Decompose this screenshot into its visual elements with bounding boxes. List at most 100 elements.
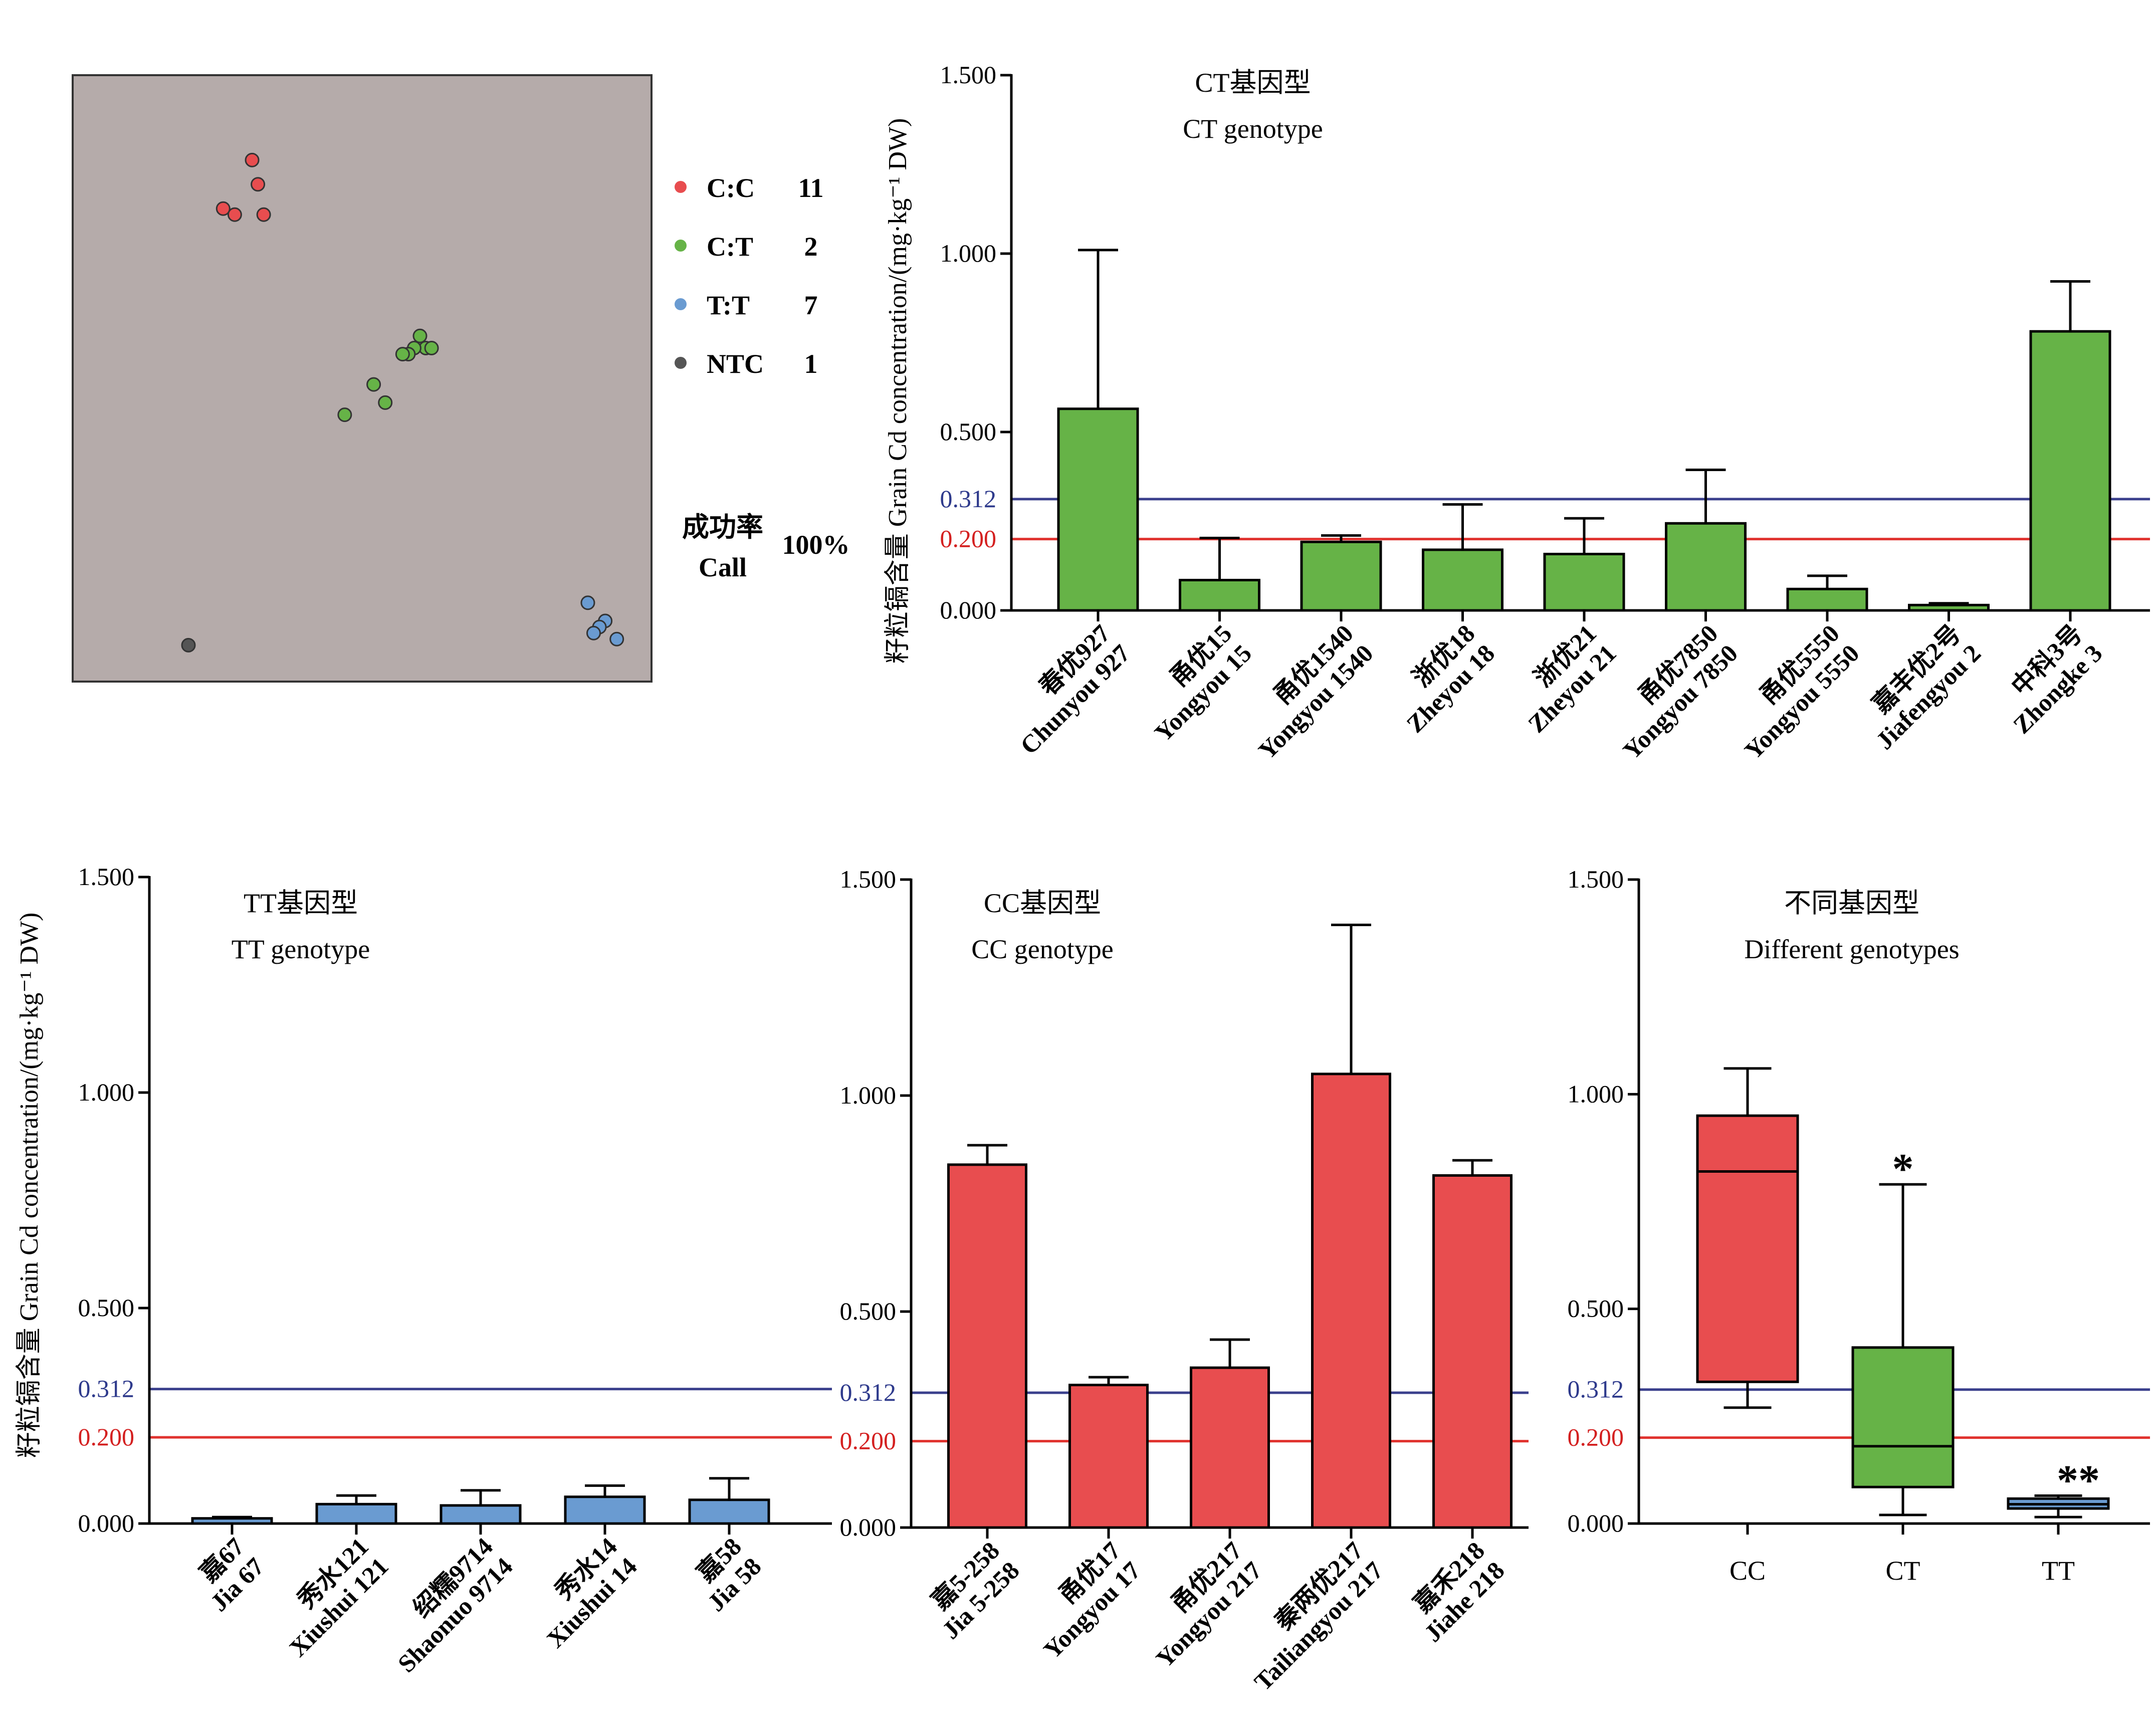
x-label-2: TT xyxy=(2042,1556,2075,1586)
y-tick-label-0: 0.000 xyxy=(78,1509,135,1537)
bar-7 xyxy=(1908,603,1990,612)
y-tick-label-2: 0.312 xyxy=(940,485,997,513)
panel-title: TT基因型 xyxy=(244,888,358,918)
y-tick-label-1: 0.200 xyxy=(940,525,997,553)
bar-0 xyxy=(191,1517,273,1525)
bar-1 xyxy=(315,1502,397,1525)
scatter-point-cc-3 xyxy=(227,207,242,222)
bar-2 xyxy=(1300,540,1382,612)
legend-count-1: 2 xyxy=(804,232,818,262)
legend-marker-0 xyxy=(675,181,687,193)
scatter-point-tt-0 xyxy=(580,595,595,610)
scatter-point-ct-0 xyxy=(412,328,427,343)
y-tick-label-0: 0.000 xyxy=(940,596,997,624)
y-axis-label-top: 籽粒镉含量 Grain Cd concentration/(mg·kg⁻¹ DW… xyxy=(884,118,912,664)
panel-title: CC基因型 xyxy=(984,888,1101,918)
panel-title: CT基因型 xyxy=(1195,68,1311,98)
legend-label-0: C:C xyxy=(707,173,755,203)
call-value: 100% xyxy=(782,530,850,560)
bar-4 xyxy=(1432,1174,1513,1529)
scatter-point-tt-4 xyxy=(609,631,624,646)
y-tick-label-0: 0.000 xyxy=(1568,1509,1624,1537)
y-tick-label-3: 0.500 xyxy=(840,1297,897,1325)
scatter-points xyxy=(181,152,624,653)
scatter-point-cc-2 xyxy=(215,201,231,216)
scatter-legend: C:C 11 C:T 2 T:T 7 NTC 1 xyxy=(675,173,824,379)
y-tick-label-4: 1.000 xyxy=(840,1081,897,1109)
y-tick-label-3: 0.500 xyxy=(940,417,997,446)
call-label-cn: 成功率 xyxy=(682,512,763,542)
y-tick-label-2: 0.312 xyxy=(840,1378,897,1406)
scatter-point-cc-4 xyxy=(256,207,271,222)
y-tick-label-1: 0.200 xyxy=(1568,1423,1624,1451)
y-tick-label-5: 1.500 xyxy=(940,61,997,89)
y-tick-label-3: 0.500 xyxy=(78,1294,135,1322)
panel-title: 不同基因型 xyxy=(1784,888,1919,918)
scatter-point-ct-7 xyxy=(378,395,393,410)
scatter-point-ct-5 xyxy=(395,347,410,362)
bar-3 xyxy=(1422,548,1503,612)
legend-marker-1 xyxy=(675,240,687,252)
bar-3 xyxy=(564,1495,646,1525)
y-tick-label-1: 0.200 xyxy=(78,1423,135,1451)
legend-count-0: 11 xyxy=(798,173,823,203)
y-tick-label-3: 0.500 xyxy=(1568,1295,1624,1323)
y-tick-label-5: 1.500 xyxy=(1568,865,1624,893)
y-axis-label-bottom: 籽粒镉含量 Grain Cd concentration/(mg·kg⁻¹ DW… xyxy=(15,913,44,1458)
legend-count-3: 1 xyxy=(804,349,818,379)
bar-4 xyxy=(688,1498,770,1525)
x-label-0: CC xyxy=(1730,1556,1766,1586)
y-tick-label-5: 1.500 xyxy=(78,863,135,891)
box-1 xyxy=(1851,1346,1955,1488)
bar-2 xyxy=(440,1504,522,1525)
significance-mark-2: ** xyxy=(2057,1456,2100,1504)
y-tick-label-4: 1.000 xyxy=(940,239,997,267)
call-label-en: Call xyxy=(699,552,747,582)
scatter-point-ct-6 xyxy=(366,377,381,392)
y-tick-label-4: 1.000 xyxy=(1568,1080,1624,1108)
x-label-1: CT xyxy=(1885,1556,1920,1586)
bar-0 xyxy=(1057,407,1139,612)
bar-1 xyxy=(1068,1384,1149,1529)
y-tick-label-2: 0.312 xyxy=(78,1375,135,1403)
y-tick-label-2: 0.312 xyxy=(1568,1375,1624,1403)
legend-label-1: C:T xyxy=(707,232,753,262)
y-tick-label-4: 1.000 xyxy=(78,1078,135,1106)
scatter-point-ntc-0 xyxy=(181,637,196,653)
y-tick-label-5: 1.500 xyxy=(840,865,897,893)
panel-subtitle: Different genotypes xyxy=(1744,934,1959,964)
ct-genotype-chart: 0.000 0.200 0.312 0.500 1.000 1.500 CT基因型 CT ge… xyxy=(940,61,2150,765)
y-tick-label-1: 0.200 xyxy=(840,1427,897,1455)
scatter-point-cc-1 xyxy=(251,177,266,192)
significance-mark-1: * xyxy=(1892,1145,1914,1193)
legend-count-2: 7 xyxy=(804,290,818,320)
scatter-point-cc-0 xyxy=(245,152,260,167)
bar-5 xyxy=(1665,522,1747,612)
bar-8 xyxy=(2029,330,2111,612)
tt-genotype-chart: 0.000 0.200 0.312 0.500 1.000 1.500 TT基因型 TT ge… xyxy=(78,863,832,1678)
scatter-point-ct-8 xyxy=(337,407,352,422)
legend-marker-2 xyxy=(675,298,687,310)
legend-label-3: NTC xyxy=(707,349,764,379)
bar-1 xyxy=(1179,578,1260,612)
scatter-plot-area xyxy=(72,74,653,683)
